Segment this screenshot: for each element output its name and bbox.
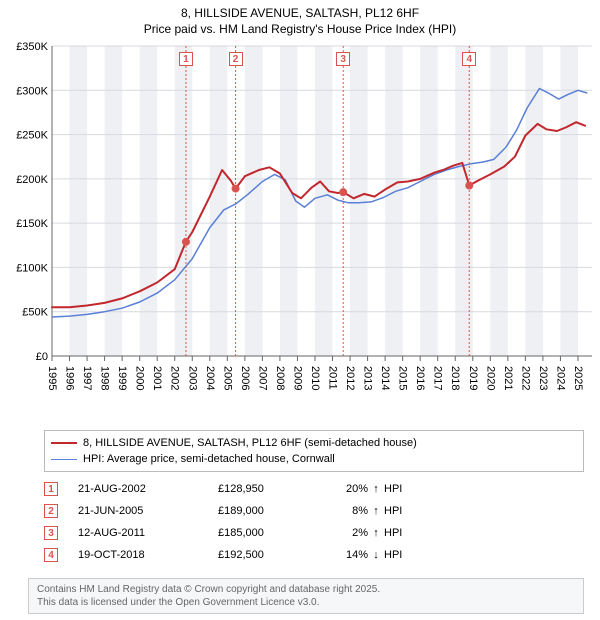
svg-text:2006: 2006	[239, 366, 251, 390]
svg-text:2011: 2011	[327, 366, 339, 390]
legend-label: HPI: Average price, semi-detached house,…	[83, 453, 335, 465]
chart-area: £0 £50K £100K £150K £200K £250K £300K £350K 1995…	[8, 40, 592, 420]
event-price: £185,000	[218, 527, 318, 539]
svg-text:2010: 2010	[309, 366, 321, 390]
events-table: 121-AUG-2002£128,95020%↑HPI221-JUN-2005£…	[44, 478, 584, 566]
arrow-icon: ↑	[368, 483, 384, 495]
event-pct: 14%	[318, 549, 368, 561]
event-marker-dot	[465, 182, 473, 190]
svg-text:2018: 2018	[449, 366, 461, 390]
svg-text:£200K: £200K	[16, 174, 48, 186]
svg-text:1996: 1996	[64, 366, 76, 390]
svg-text:2022: 2022	[519, 366, 531, 390]
svg-text:2012: 2012	[344, 366, 356, 390]
arrow-icon: ↑	[368, 505, 384, 517]
event-row: 4 19-OCT-2018£192,50014%↓HPI	[44, 544, 584, 566]
event-pct: 20%	[318, 483, 368, 495]
legend-swatch	[51, 459, 77, 460]
event-marker-dot	[232, 185, 240, 193]
event-marker-box: 2	[229, 52, 243, 66]
event-price: £189,000	[218, 505, 318, 517]
arrow-icon: ↓	[368, 549, 384, 561]
event-price: £128,950	[218, 483, 318, 495]
legend-item-hpi: HPI: Average price, semi-detached house,…	[51, 451, 577, 467]
event-row-marker: 3	[44, 526, 58, 540]
svg-text:1995: 1995	[46, 366, 58, 390]
event-row-marker: 4	[44, 548, 58, 562]
svg-text:2015: 2015	[397, 366, 409, 390]
chart-svg: £0 £50K £100K £150K £200K £250K £300K £350K 1995…	[8, 40, 592, 420]
legend: 8, HILLSIDE AVENUE, SALTASH, PL12 6HF (s…	[44, 430, 584, 472]
event-marker-box: 1	[179, 52, 193, 66]
svg-text:1999: 1999	[116, 366, 128, 390]
svg-text:2019: 2019	[467, 366, 479, 390]
event-date: 12-AUG-2011	[78, 527, 218, 539]
event-label: HPI	[384, 483, 584, 495]
svg-text:2007: 2007	[256, 366, 268, 390]
event-row: 3 12-AUG-2011£185,0002%↑HPI	[44, 522, 584, 544]
svg-text:2014: 2014	[379, 366, 391, 390]
svg-text:2013: 2013	[362, 366, 374, 390]
chart-title: 8, HILLSIDE AVENUE, SALTASH, PL12 6HF Pr…	[0, 0, 600, 37]
title-line2: Price paid vs. HM Land Registry's House …	[0, 22, 600, 38]
event-pct: 2%	[318, 527, 368, 539]
svg-text:2005: 2005	[221, 366, 233, 390]
svg-text:2003: 2003	[186, 366, 198, 390]
svg-text:£50K: £50K	[22, 307, 48, 319]
svg-text:2024: 2024	[554, 366, 566, 390]
event-pct: 8%	[318, 505, 368, 517]
event-marker-dot	[339, 188, 347, 196]
event-date: 21-AUG-2002	[78, 483, 218, 495]
svg-text:£100K: £100K	[16, 262, 48, 274]
svg-text:2001: 2001	[151, 366, 163, 390]
svg-text:£250K: £250K	[16, 130, 48, 142]
title-line1: 8, HILLSIDE AVENUE, SALTASH, PL12 6HF	[0, 6, 600, 22]
attribution-footer: Contains HM Land Registry data © Crown c…	[28, 578, 584, 614]
svg-text:2008: 2008	[274, 366, 286, 390]
event-price: £192,500	[218, 549, 318, 561]
event-marker-box: 4	[462, 52, 476, 66]
footer-line2: This data is licensed under the Open Gov…	[37, 596, 575, 609]
svg-text:2016: 2016	[414, 366, 426, 390]
footer-line1: Contains HM Land Registry data © Crown c…	[37, 583, 575, 596]
event-row-marker: 1	[44, 482, 58, 496]
svg-text:2009: 2009	[291, 366, 303, 390]
legend-item-price-paid: 8, HILLSIDE AVENUE, SALTASH, PL12 6HF (s…	[51, 435, 577, 451]
svg-text:1998: 1998	[99, 366, 111, 390]
event-label: HPI	[384, 527, 584, 539]
svg-text:2004: 2004	[204, 366, 216, 390]
svg-text:£350K: £350K	[16, 41, 48, 53]
event-row-marker: 2	[44, 504, 58, 518]
event-label: HPI	[384, 549, 584, 561]
event-date: 21-JUN-2005	[78, 505, 218, 517]
svg-text:2017: 2017	[432, 366, 444, 390]
svg-text:1997: 1997	[81, 366, 93, 390]
event-row: 1 21-AUG-2002£128,95020%↑HPI	[44, 478, 584, 500]
svg-text:2021: 2021	[502, 366, 514, 390]
event-label: HPI	[384, 505, 584, 517]
svg-text:2023: 2023	[537, 366, 549, 390]
event-marker-dot	[182, 238, 190, 246]
svg-text:£0: £0	[36, 351, 48, 363]
svg-text:2002: 2002	[169, 366, 181, 390]
event-marker-box: 3	[336, 52, 350, 66]
svg-text:£300K: £300K	[16, 85, 48, 97]
event-row: 2 21-JUN-2005£189,0008%↑HPI	[44, 500, 584, 522]
arrow-icon: ↑	[368, 527, 384, 539]
legend-label: 8, HILLSIDE AVENUE, SALTASH, PL12 6HF (s…	[83, 437, 417, 449]
svg-text:2025: 2025	[572, 366, 584, 390]
event-date: 19-OCT-2018	[78, 549, 218, 561]
legend-swatch	[51, 442, 77, 444]
svg-text:2020: 2020	[484, 366, 496, 390]
svg-text:2000: 2000	[134, 366, 146, 390]
svg-text:£150K: £150K	[16, 218, 48, 230]
